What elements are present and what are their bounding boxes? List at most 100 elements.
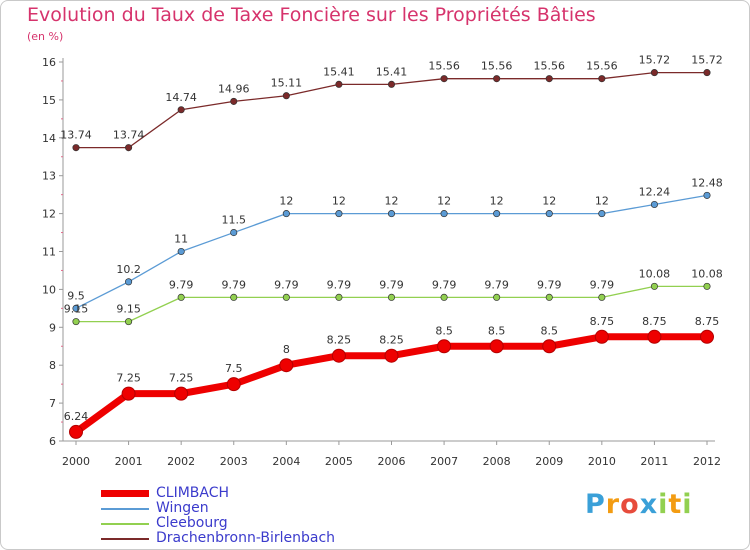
chart-axes: 6 7 8 9 10 11 12 13 14 15 16 2000 2001 2002 2003 2004 20… — [42, 56, 721, 468]
data-label-climbach: 7.25 — [116, 372, 141, 385]
data-label-cleebourg: 9.79 — [169, 278, 194, 291]
data-label-drachenbronn-birlenbach: 14.96 — [218, 82, 250, 95]
legend-swatch-cleebourg — [101, 523, 149, 525]
data-label-wingen: 12 — [595, 195, 609, 208]
legend-swatch-climbach — [101, 490, 149, 497]
data-label-wingen: 11.5 — [222, 214, 247, 227]
y-tick-label: 11 — [42, 246, 56, 259]
data-point-cleebourg — [545, 293, 553, 301]
data-label-cleebourg: 9.79 — [590, 278, 615, 291]
data-point-wingen — [598, 210, 606, 218]
logo-letter: o — [620, 489, 640, 520]
data-label-cleebourg: 9.79 — [222, 278, 247, 291]
y-tick-label: 9 — [49, 321, 56, 334]
chart-series — [69, 69, 714, 439]
data-point-drachenbronn-birlenbach — [125, 144, 133, 152]
x-tick-label: 2009 — [535, 455, 563, 468]
data-label-cleebourg: 9.79 — [432, 278, 457, 291]
data-label-wingen: 10.2 — [116, 263, 141, 276]
legend-swatch-drachenbronn-birlenbach — [101, 538, 149, 540]
legend-item-cleebourg[interactable]: Cleebourg — [101, 515, 401, 531]
data-point-drachenbronn-birlenbach — [650, 69, 658, 77]
y-tick-label: 13 — [42, 170, 56, 183]
x-tick-label: 2004 — [272, 455, 300, 468]
data-label-wingen: 12 — [437, 195, 451, 208]
data-point-climbach — [174, 386, 189, 401]
data-label-cleebourg: 10.08 — [639, 267, 671, 280]
data-point-cleebourg — [282, 293, 290, 301]
data-point-cleebourg — [335, 293, 343, 301]
legend-item-wingen[interactable]: Wingen — [101, 500, 401, 516]
proxiti-logo: Proxiti — [585, 489, 693, 520]
data-point-wingen — [125, 278, 133, 286]
data-label-wingen: 9.5 — [67, 289, 85, 302]
data-point-cleebourg — [125, 318, 133, 326]
data-point-drachenbronn-birlenbach — [493, 75, 501, 83]
data-point-wingen — [72, 304, 80, 312]
y-tick-label: 6 — [49, 435, 56, 448]
data-point-climbach — [594, 329, 609, 344]
data-point-wingen — [387, 210, 396, 218]
y-tick-label: 15 — [42, 94, 56, 107]
data-point-climbach — [279, 358, 294, 373]
data-label-wingen: 12 — [332, 195, 346, 208]
x-tick-label: 2012 — [693, 455, 721, 468]
data-point-drachenbronn-birlenbach — [282, 92, 290, 100]
x-tick-label: 2008 — [483, 455, 511, 468]
legend-label-drachenbronn-birlenbach: Drachenbronn-Birlenbach — [156, 530, 336, 546]
x-tick-label: 2000 — [62, 455, 90, 468]
data-point-wingen — [440, 210, 448, 218]
data-label-drachenbronn-birlenbach: 15.72 — [691, 54, 723, 67]
data-label-wingen: 12 — [385, 195, 399, 208]
series-climbach — [69, 329, 714, 439]
data-label-cleebourg: 10.08 — [691, 267, 723, 280]
y-tick-label: 7 — [49, 397, 56, 410]
data-label-drachenbronn-birlenbach: 15.11 — [271, 77, 303, 90]
legend-label-cleebourg: Cleebourg — [156, 515, 228, 531]
legend-label-climbach: CLIMBACH — [156, 485, 230, 501]
chart-unit-label: (en %) — [27, 30, 64, 43]
data-label-climbach: 8.25 — [327, 334, 352, 347]
data-label-wingen: 11 — [174, 233, 188, 246]
data-label-drachenbronn-birlenbach: 13.74 — [60, 129, 92, 142]
data-point-climbach — [542, 339, 557, 354]
series-cleebourg — [72, 282, 711, 326]
y-tick-label: 10 — [42, 283, 56, 296]
legend-item-climbach[interactable]: CLIMBACH — [101, 485, 401, 501]
data-label-drachenbronn-birlenbach: 15.56 — [586, 60, 618, 73]
x-tick-label: 2001 — [115, 455, 143, 468]
data-label-cleebourg: 9.15 — [64, 303, 89, 316]
x-tick-label: 2005 — [325, 455, 353, 468]
data-point-drachenbronn-birlenbach — [440, 75, 448, 83]
data-label-cleebourg: 9.79 — [537, 278, 562, 291]
data-point-climbach — [226, 377, 241, 392]
data-label-climbach: 7.25 — [169, 372, 194, 385]
data-point-wingen — [650, 200, 658, 209]
data-point-climbach — [331, 348, 346, 363]
legend-swatch-wingen — [101, 508, 149, 510]
data-label-climbach: 8.75 — [695, 315, 720, 328]
logo-letter: x — [639, 489, 659, 520]
data-point-cleebourg — [177, 293, 185, 301]
series-wingen — [72, 191, 711, 312]
data-label-wingen: 12.24 — [639, 186, 671, 199]
x-tick-label: 2011 — [640, 455, 668, 468]
logo-letter: P — [585, 489, 606, 520]
data-point-cleebourg — [650, 282, 658, 290]
data-point-cleebourg — [72, 318, 80, 326]
data-point-drachenbronn-birlenbach — [545, 75, 553, 83]
data-label-drachenbronn-birlenbach: 13.74 — [113, 129, 145, 142]
x-tick-label: 2007 — [430, 455, 458, 468]
data-label-cleebourg: 9.79 — [379, 278, 404, 291]
data-point-drachenbronn-birlenbach — [335, 80, 343, 88]
data-label-cleebourg: 9.15 — [116, 303, 141, 316]
chart-legend: CLIMBACH Wingen Cleebourg Drachenbronn-B… — [101, 485, 401, 546]
logo-letter: r — [605, 489, 621, 520]
legend-item-drachenbronn-birlenbach[interactable]: Drachenbronn-Birlenbach — [101, 530, 401, 546]
data-point-drachenbronn-birlenbach — [387, 80, 396, 88]
y-tick-label: 16 — [42, 56, 56, 69]
data-label-drachenbronn-birlenbach: 15.56 — [428, 60, 460, 73]
data-label-climbach: 8.5 — [541, 324, 559, 337]
data-point-climbach — [489, 339, 504, 354]
